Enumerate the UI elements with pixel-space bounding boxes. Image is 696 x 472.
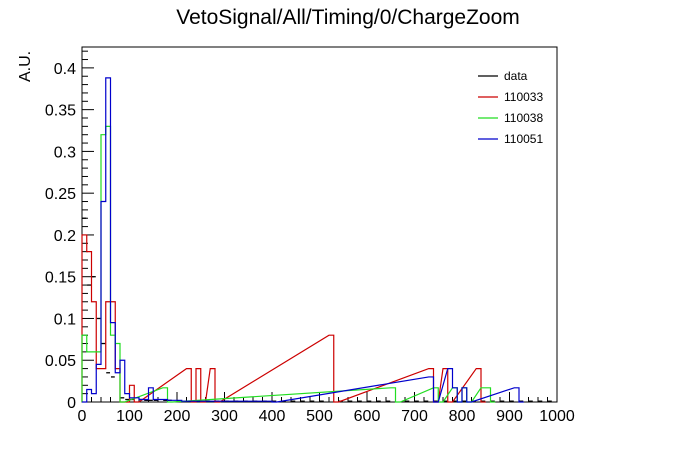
y-tick-label: 0.05 — [45, 353, 76, 370]
x-tick-label: 200 — [164, 408, 191, 425]
legend-label: data — [504, 69, 528, 83]
x-tick-label: 300 — [211, 408, 238, 425]
x-tick-label: 500 — [306, 408, 333, 425]
x-tick-label: 400 — [259, 408, 286, 425]
y-tick-label: 0.25 — [45, 186, 76, 203]
x-tick-label: 0 — [78, 408, 87, 425]
x-tick-label: 800 — [449, 408, 476, 425]
y-tick-label: 0.15 — [45, 270, 76, 287]
series-110051-histogram — [82, 77, 524, 403]
legend-label: 110051 — [504, 132, 543, 146]
x-tick-label: 600 — [354, 408, 381, 425]
x-tick-label: 700 — [401, 408, 428, 425]
y-tick-label: 0.3 — [54, 144, 76, 161]
x-axis: 0 100 200 300 400 500 600 700 800 900 1000 — [78, 392, 575, 425]
x-tick-label: 100 — [116, 408, 143, 425]
y-axis: 0 0.05 0.1 0.15 0.2 0.25 0.3 0.35 0.4 — [45, 50, 94, 412]
legend-label: 110038 — [504, 111, 543, 125]
y-tick-label: 0 — [67, 395, 76, 412]
y-tick-label: 0.1 — [54, 311, 76, 328]
y-tick-label: 0.35 — [45, 103, 76, 120]
y-tick-label: 0.4 — [54, 61, 76, 78]
x-tick-label: 1000 — [539, 408, 575, 425]
series-110051 — [82, 77, 524, 403]
series-layer — [81, 77, 552, 403]
y-axis-label: A.U. — [17, 51, 34, 82]
y-tick-label: 0.2 — [54, 228, 76, 245]
chart-title: VetoSignal/All/Timing/0/ChargeZoom — [176, 6, 520, 29]
legend: data 110033 110038 110051 — [478, 69, 543, 146]
x-tick-label: 900 — [496, 408, 523, 425]
legend-label: 110033 — [504, 90, 543, 104]
